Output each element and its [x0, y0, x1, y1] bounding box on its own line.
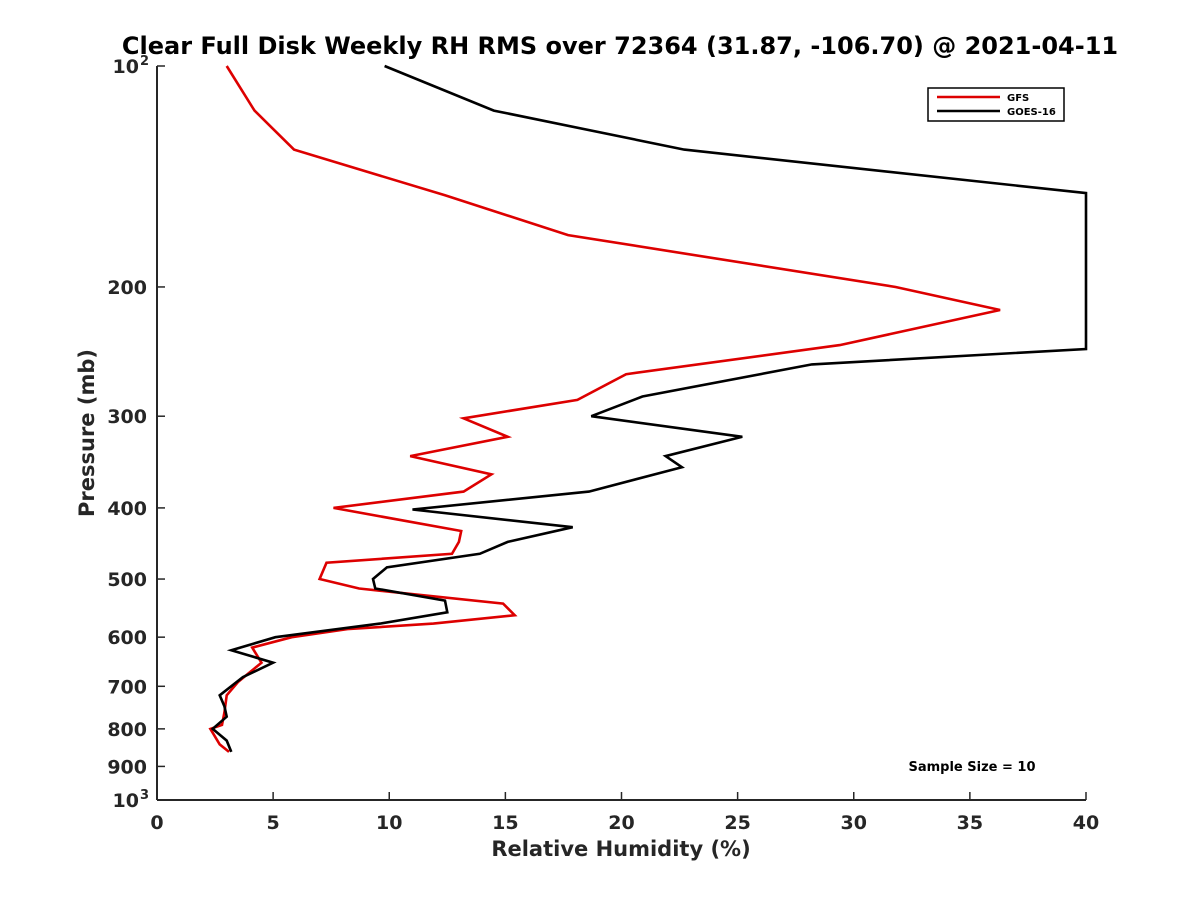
series-layer	[208, 64, 1088, 753]
legend-label-goes-16: GOES-16	[1007, 107, 1056, 118]
y-tick-label: 900	[107, 756, 147, 778]
y-axis-label: Pressure (mb)	[75, 349, 99, 517]
y-tick-exponent: 3	[140, 788, 149, 803]
x-tick-label: 25	[724, 812, 750, 834]
x-tick-label: 40	[1073, 812, 1099, 834]
legend-label-gfs: GFS	[1007, 93, 1029, 104]
x-tick-label: 15	[492, 812, 518, 834]
x-tick-label: 0	[150, 812, 163, 834]
x-axis-label: Relative Humidity (%)	[491, 837, 750, 861]
y-tick-label: 800	[107, 719, 147, 741]
y-tick-label: 700	[107, 676, 147, 698]
legend-box	[927, 87, 1065, 122]
x-tick-label: 5	[267, 812, 280, 834]
y-tick-label: 600	[107, 627, 147, 649]
x-tick-label: 20	[608, 812, 634, 834]
x-axis-ticks: 0 5 10 15 20 25 30 35 40	[150, 792, 1099, 834]
chart-title: Clear Full Disk Weekly RH RMS over 72364…	[122, 32, 1118, 60]
y-tick-exponent: 2	[140, 54, 149, 69]
sample-size-annotation: Sample Size = 10	[908, 760, 1035, 775]
y-tick-label: 400	[107, 498, 147, 520]
legend: GFS GOES-16	[927, 87, 1065, 122]
y-tick-label: 10	[113, 56, 139, 78]
y-tick-label: 200	[107, 277, 147, 299]
series-line-goes-16	[210, 64, 1088, 753]
series-line-gfs	[208, 65, 1001, 753]
x-tick-label: 30	[841, 812, 867, 834]
y-tick-label: 10	[113, 790, 139, 812]
y-tick-label: 300	[107, 406, 147, 428]
y-tick-label: 500	[107, 569, 147, 591]
x-tick-label: 10	[376, 812, 402, 834]
x-tick-label: 35	[957, 812, 983, 834]
